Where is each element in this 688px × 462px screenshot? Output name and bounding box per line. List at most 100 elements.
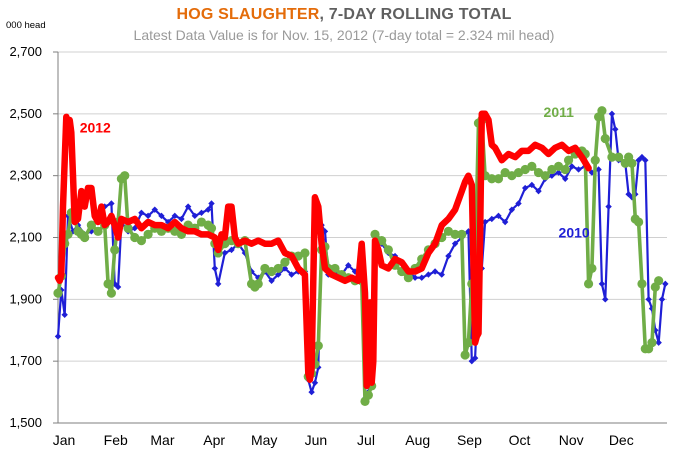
data-point-2011 [300,248,310,258]
data-point-2010 [114,283,122,291]
data-point-2010 [445,252,452,260]
y-tick-label: 1,900 [9,291,42,306]
data-point-2010 [468,357,475,365]
data-point-2010 [211,265,219,272]
x-tick-label: Jul [357,432,375,448]
data-point-2010 [425,271,432,278]
data-point-2011 [80,232,90,243]
data-point-2010 [588,169,596,176]
chart-subtitle: Latest Data Value is for Nov. 15, 2012 (… [133,27,555,43]
data-point-2011 [527,161,537,171]
data-point-2010 [608,110,616,118]
data-point-2010 [158,212,165,220]
x-tick-label: Sep [457,432,482,448]
data-point-2011 [457,229,467,240]
data-point-2010 [178,215,185,223]
title-part-1: HOG SLAUGHTER [176,6,320,23]
data-point-2010 [662,280,669,288]
data-point-2011 [86,220,96,230]
data-point-2010 [508,206,516,213]
data-point-2011 [53,288,63,298]
data-point-2011 [110,245,120,255]
series-label-2012: 2012 [80,119,111,135]
data-point-2011 [590,155,600,165]
data-point-2011 [63,229,73,240]
data-point-2010 [451,240,459,247]
data-point-2010 [548,172,556,179]
series-label-2011: 2011 [544,104,575,120]
data-point-2010 [625,191,632,198]
data-point-2010 [311,379,319,387]
data-point-2010 [144,212,152,220]
data-point-2010 [645,296,652,303]
data-point-2010 [528,181,536,189]
data-point-2011 [330,263,340,274]
data-point-2010 [605,203,612,210]
data-point-2010 [515,200,522,207]
y-axis-unit-label: 000 head [6,20,46,31]
data-point-2010 [535,187,542,195]
data-point-2010 [612,126,619,133]
data-point-2010 [184,203,192,210]
data-point-2010 [418,274,425,281]
data-point-2011 [647,338,657,348]
data-point-2011 [563,155,574,165]
data-point-2010 [562,175,569,182]
data-point-2011 [273,263,283,274]
series-2012 [54,110,592,390]
data-point-2010 [108,200,115,207]
data-point-2010 [655,339,662,346]
data-point-2010 [61,311,68,318]
data-point-2010 [555,169,562,176]
data-point-2011 [600,133,610,144]
data-point-2010 [198,209,205,216]
chart-title: HOG SLAUGHTER, 7-DAY ROLLING TOTAL [0,6,688,24]
data-point-2010 [204,206,212,213]
data-point-2011 [370,229,380,240]
data-point-2011 [106,288,116,298]
data-point-2010 [191,212,199,220]
data-point-2010 [345,262,352,269]
data-point-2010 [521,184,529,192]
data-point-2011 [587,263,597,274]
data-point-2011 [363,390,373,400]
data-point-2010 [288,271,295,278]
data-point-2011 [597,106,607,116]
data-point-2011 [123,223,133,233]
data-point-2010 [171,212,178,220]
data-point-2010 [54,333,62,340]
x-tick-label: Apr [203,432,225,448]
data-point-2011 [487,174,497,184]
data-point-2011 [463,338,474,348]
data-point-2010 [495,212,502,220]
data-point-2011 [540,171,550,181]
data-point-2011 [460,350,470,360]
data-point-2010 [638,153,646,161]
data-point-2010 [595,166,602,173]
data-point-2011 [103,279,113,289]
data-point-2010 [228,246,235,254]
data-point-2010 [598,280,606,288]
data-point-2010 [602,296,609,303]
data-point-2010 [411,274,419,281]
data-point-2010 [431,268,439,275]
data-point-2010 [214,280,222,288]
data-point-2011 [280,257,290,267]
data-point-2010 [221,249,229,257]
data-point-2011 [614,152,624,162]
y-tick-label: 2,700 [9,44,42,59]
data-point-2010 [438,271,445,278]
data-point-2011 [493,174,504,184]
y-tick-label: 2,300 [9,168,42,183]
data-point-2011 [377,235,387,246]
data-point-2010 [208,200,215,207]
data-point-2010 [275,271,282,278]
data-point-2010 [268,277,275,284]
data-point-2010 [151,206,158,213]
data-point-2010 [501,218,509,226]
data-point-2010 [138,209,145,216]
series-label-2010: 2010 [559,225,590,241]
data-point-2011 [627,158,637,168]
series-labels: 2010 2011 2012 [80,104,590,241]
